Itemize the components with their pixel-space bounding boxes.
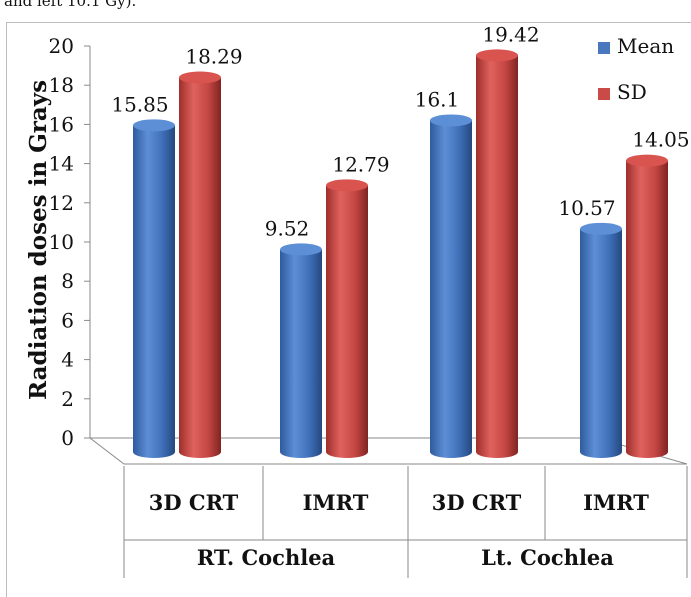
bar-cap <box>476 49 518 62</box>
bar-body <box>626 160 668 458</box>
bar-body <box>580 228 622 458</box>
y-tick-label: 20 <box>49 34 74 58</box>
bar-cap <box>133 119 175 132</box>
x-group-label: Lt. Cochlea <box>481 545 614 570</box>
bar-sd <box>476 49 518 458</box>
y-tick-label: 14 <box>49 152 74 176</box>
y-tick-label: 0 <box>61 426 74 450</box>
y-tick-label: 18 <box>49 73 74 97</box>
data-label: 18.29 <box>185 45 242 69</box>
bar-mean <box>430 114 472 458</box>
y-tick-label: 8 <box>61 269 74 293</box>
legend-swatch <box>598 88 610 100</box>
bar-body <box>179 77 221 459</box>
x-group-label: RT. Cochlea <box>197 545 336 570</box>
chart-frame <box>6 22 691 597</box>
bar-cap <box>326 179 368 192</box>
legend-label: SD <box>617 80 647 104</box>
data-label: 16.1 <box>415 87 460 111</box>
data-label: 15.85 <box>111 92 168 116</box>
bar-body <box>430 120 472 458</box>
bar-cap <box>580 222 622 235</box>
data-label: 14.05 <box>632 128 689 152</box>
y-tick-label: 16 <box>49 112 74 136</box>
bar-cap <box>430 114 472 127</box>
data-label: 9.52 <box>265 216 310 240</box>
legend-swatch <box>598 42 610 54</box>
x-tick-label: IMRT <box>303 490 369 515</box>
data-label: 12.79 <box>332 152 389 176</box>
caption-fragment: and left 10.1 Gy). <box>4 0 137 10</box>
x-tick-label: IMRT <box>583 490 649 515</box>
bar-sd <box>626 154 668 458</box>
data-label: 19.42 <box>482 22 539 46</box>
y-tick-label: 10 <box>49 230 74 254</box>
x-tick-label: 3D CRT <box>149 490 239 515</box>
legend-label: Mean <box>617 34 674 58</box>
bar-mean <box>133 119 175 458</box>
bar-cap <box>626 154 668 167</box>
bar-sd <box>179 71 221 459</box>
bar-body <box>326 185 368 459</box>
y-axis-title: Radiation doses in Grays <box>25 80 52 400</box>
bar-cap <box>179 71 221 84</box>
bar-mean <box>580 222 622 458</box>
bar-body <box>476 55 518 458</box>
x-tick-label: 3D CRT <box>432 490 522 515</box>
y-tick-label: 2 <box>61 387 74 411</box>
chart-floor <box>88 437 688 465</box>
data-label: 10.57 <box>558 196 615 220</box>
bar-sd <box>326 179 368 459</box>
bar-mean <box>280 243 322 458</box>
y-tick-label: 6 <box>61 308 74 332</box>
bar-body <box>280 249 322 458</box>
y-tick-label: 4 <box>61 348 74 372</box>
bar-cap <box>280 243 322 256</box>
y-tick-label: 12 <box>49 191 74 215</box>
bar-body <box>133 125 175 458</box>
